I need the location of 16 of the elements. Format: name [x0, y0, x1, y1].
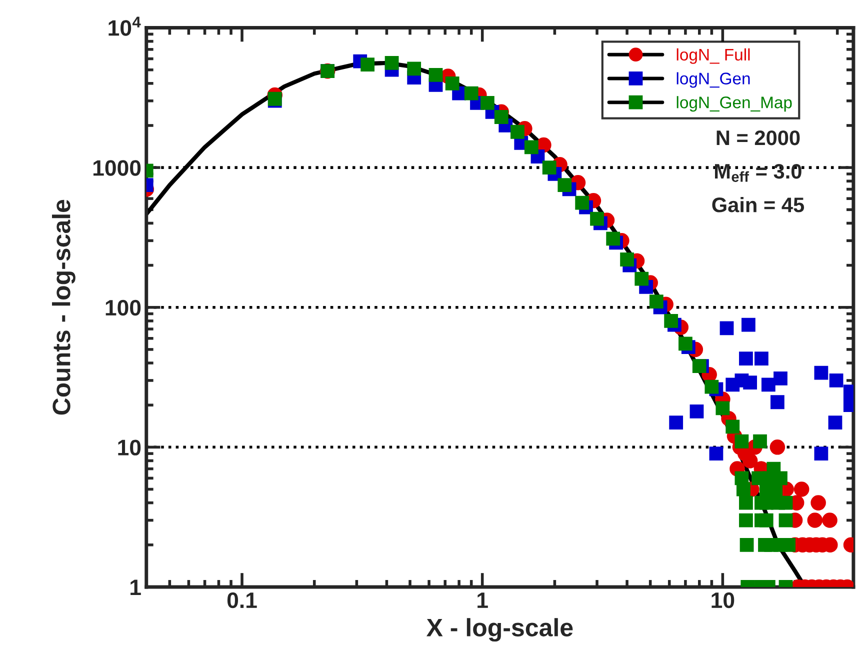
y-tick-label: 10$^{4}$: [108, 16, 141, 36]
y-axis-title: Counts - log-scale: [52, 200, 76, 415]
annotation: N = 2000: [716, 130, 800, 146]
x-tick-label: 10: [712, 592, 734, 608]
legend-label: logN_Gen_Map: [676, 96, 792, 112]
legend-label: logN_Gen: [676, 72, 750, 88]
annotation: Gain = 45: [712, 197, 804, 212]
x-axis-title: X - log-scale: [426, 618, 573, 642]
x-tick-label: 0.1: [227, 592, 257, 608]
y-tick-label: 1000: [93, 160, 141, 176]
y-tick-label: 1: [130, 580, 141, 596]
annotation: M$_{eff}$ = 3.0: [715, 164, 802, 182]
y-tick-label: 10: [118, 440, 141, 456]
legend-label: logN_ Full: [676, 48, 750, 64]
y-tick-label: 100: [106, 300, 141, 316]
x-tick-label: 1: [478, 592, 488, 608]
